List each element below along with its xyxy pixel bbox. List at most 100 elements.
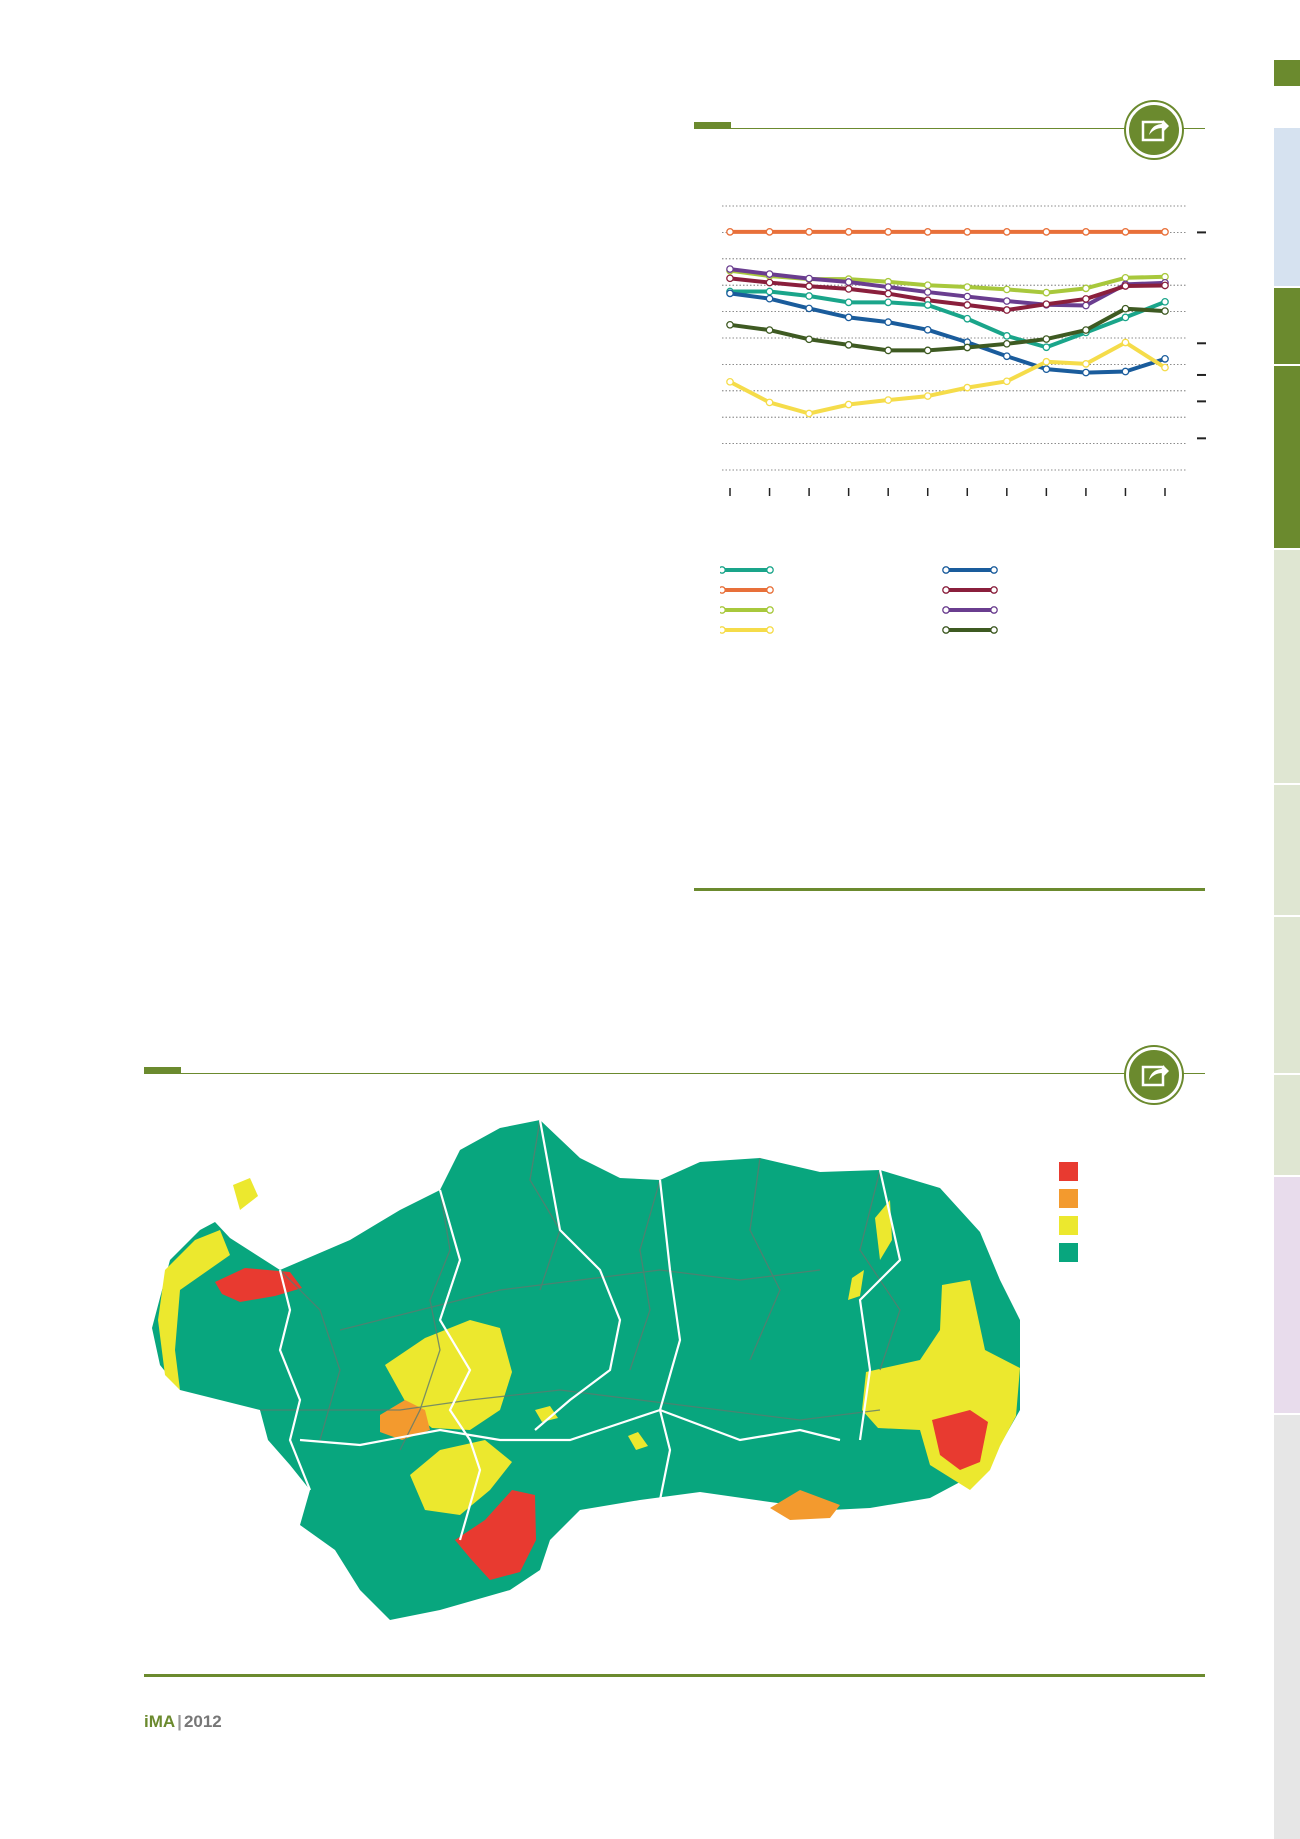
data-point xyxy=(884,289,893,298)
side-tab-6[interactable] xyxy=(1274,917,1300,1073)
data-point xyxy=(726,289,734,298)
data-point xyxy=(765,270,774,278)
map-region-yellow xyxy=(848,1270,864,1300)
data-point xyxy=(1161,355,1169,363)
data-point xyxy=(1042,335,1051,343)
data-point xyxy=(963,383,972,392)
legend-marker xyxy=(720,626,726,634)
series-line xyxy=(729,291,1166,375)
data-point xyxy=(844,298,853,307)
data-point xyxy=(726,377,734,386)
legend-item xyxy=(720,586,774,594)
series-line xyxy=(729,306,1166,353)
data-point xyxy=(844,341,853,349)
legend-marker xyxy=(990,626,998,634)
map-region-yellow xyxy=(628,1432,648,1450)
side-tab-3[interactable] xyxy=(1274,366,1300,548)
side-tab-2[interactable] xyxy=(1274,288,1300,364)
data-point xyxy=(805,282,813,291)
side-tab-1[interactable] xyxy=(1274,128,1300,286)
data-point xyxy=(963,292,972,301)
data-point xyxy=(1121,367,1130,376)
series-6 xyxy=(726,289,1169,377)
data-point xyxy=(1121,338,1130,347)
map-region-red xyxy=(932,1410,988,1470)
data-point xyxy=(963,283,972,291)
data-point xyxy=(884,283,893,291)
legend-item xyxy=(942,626,998,634)
data-point xyxy=(805,304,813,313)
side-tab-5[interactable] xyxy=(1274,785,1300,915)
data-point xyxy=(1121,282,1130,290)
chart-share-button[interactable] xyxy=(1126,102,1182,158)
data-point xyxy=(1121,313,1130,322)
data-point xyxy=(1161,363,1169,372)
line-chart xyxy=(722,205,1206,496)
map-region-orange xyxy=(770,1490,840,1520)
map-section-rule xyxy=(144,1073,1205,1074)
data-point xyxy=(923,346,932,355)
series-4 xyxy=(726,274,1169,314)
series-line xyxy=(729,268,1166,295)
map-region-red xyxy=(215,1268,302,1302)
data-point xyxy=(1042,365,1051,374)
series-8 xyxy=(726,338,1169,418)
legend-marker xyxy=(990,586,998,594)
data-point xyxy=(923,301,932,309)
data-point xyxy=(884,318,893,327)
legend-item xyxy=(942,566,998,574)
side-tab-7[interactable] xyxy=(1274,1075,1300,1175)
share-icon xyxy=(1141,1065,1169,1087)
map-region-yellow xyxy=(385,1320,512,1430)
data-point xyxy=(765,294,774,303)
legend-item xyxy=(942,586,998,594)
data-point xyxy=(1082,228,1090,236)
side-tab-4[interactable] xyxy=(1274,550,1300,783)
legend-marker xyxy=(766,626,774,634)
map-section-marker xyxy=(144,1067,181,1073)
data-point xyxy=(963,228,972,236)
legend-marker xyxy=(942,626,950,634)
map-legend-swatch-green xyxy=(1059,1243,1078,1262)
data-point xyxy=(1002,352,1011,361)
data-point xyxy=(1161,297,1169,306)
legend-marker xyxy=(990,606,998,614)
map-section-bottom-rule xyxy=(144,1674,1205,1677)
data-point xyxy=(923,228,932,236)
map-share-button[interactable] xyxy=(1126,1047,1182,1103)
data-point xyxy=(765,287,774,296)
chart-section-bottom-rule xyxy=(694,888,1205,891)
data-point xyxy=(1002,332,1011,340)
side-tab-9[interactable] xyxy=(1274,1415,1300,1839)
footer-year: 2012 xyxy=(183,1712,222,1731)
legend-marker xyxy=(720,566,726,574)
data-point xyxy=(963,301,972,309)
series-line xyxy=(729,276,1166,313)
data-point xyxy=(1002,339,1011,348)
data-point xyxy=(1161,307,1169,315)
map-borders xyxy=(260,1119,901,1451)
map-legend-swatch-orange xyxy=(1059,1189,1078,1208)
map-province-borders xyxy=(278,1119,902,1541)
data-point xyxy=(1002,377,1011,386)
data-point xyxy=(1161,228,1169,236)
side-tab-marker[interactable] xyxy=(1274,60,1300,86)
data-point xyxy=(1002,306,1011,314)
legend-marker xyxy=(766,586,774,594)
map-legend-swatch-yellow xyxy=(1059,1216,1078,1235)
data-point xyxy=(765,326,774,334)
data-point xyxy=(1002,297,1011,305)
data-point xyxy=(884,228,893,236)
map-region-yellow xyxy=(410,1440,512,1515)
side-tab-8[interactable] xyxy=(1274,1177,1300,1413)
legend-marker xyxy=(720,586,726,594)
legend-marker xyxy=(942,586,950,594)
map-region-yellow xyxy=(233,1178,258,1210)
legend-item xyxy=(720,566,774,574)
map-legend-swatch-red xyxy=(1059,1162,1078,1181)
data-point xyxy=(884,396,893,404)
data-point xyxy=(1002,285,1011,294)
legend-marker xyxy=(766,606,774,614)
legend-item xyxy=(720,626,774,634)
region-map xyxy=(152,1119,1020,1620)
